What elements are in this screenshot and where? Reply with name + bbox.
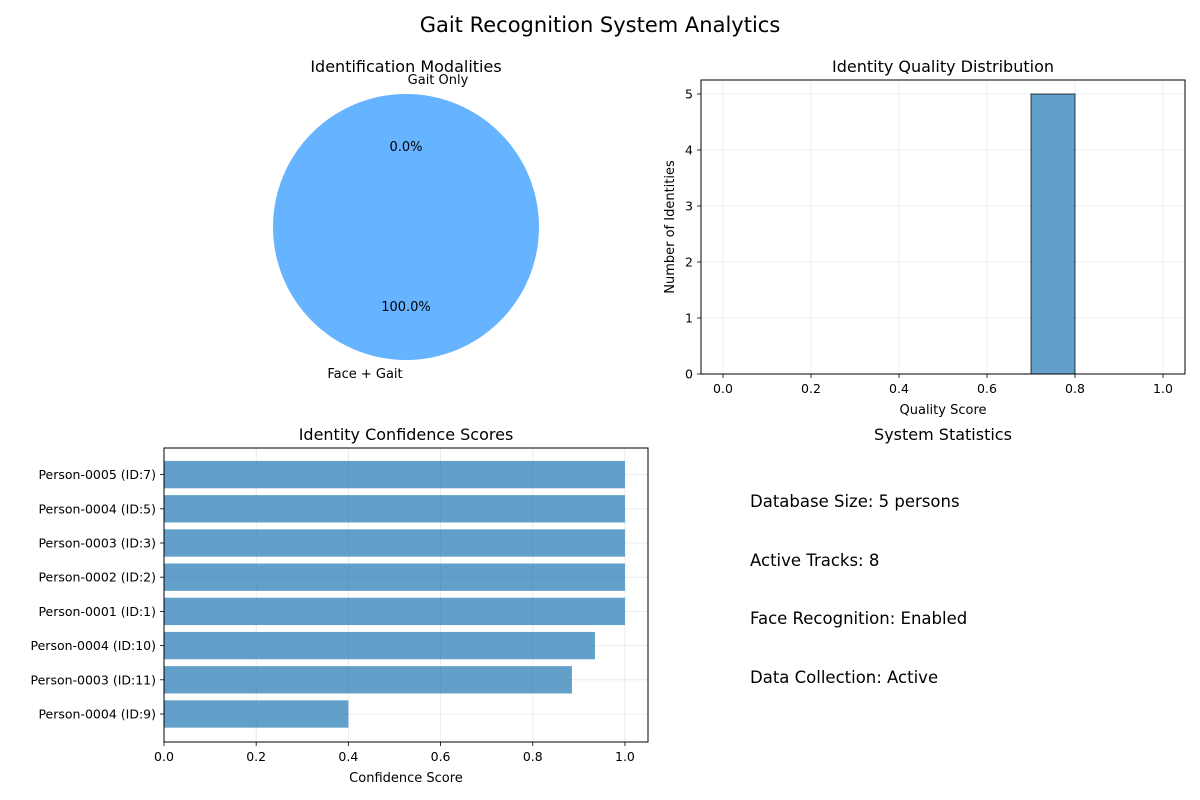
confidence-bar	[164, 631, 595, 660]
confidence-frame	[163, 447, 649, 743]
confidence-bar	[164, 700, 349, 728]
histogram-xtick-label: 1.0	[1153, 381, 1173, 396]
confidence-ticks: 0.0 0.2 0.4 0.6 0.8 1.0 Person-0005 (ID:7) Pers…	[31, 467, 635, 764]
confidence-category-label: Person-0002 (ID:2)	[38, 570, 156, 585]
stat-face-recognition: Face Recognition: Enabled	[750, 609, 967, 628]
histogram-xtick-label: 0.2	[801, 381, 821, 396]
confidence-xlabel: Confidence Score	[349, 771, 463, 786]
confidence-chart-title: Identity Confidence Scores	[299, 425, 514, 444]
histogram-ytick-label: 5	[685, 87, 693, 102]
histogram-panel: Identity Quality Distribution 0.0 0.2 0.4 0…	[663, 57, 1186, 418]
histogram-ticks: 0.0 0.2 0.4 0.6 0.8 1.0 0 1 2 3 4 5	[685, 87, 1173, 397]
confidence-xtick-label: 1.0	[615, 749, 635, 764]
histogram-xtick-label: 0.0	[713, 381, 733, 396]
histogram-bar	[1030, 93, 1076, 375]
confidence-bar	[164, 495, 625, 523]
histogram-title: Identity Quality Distribution	[832, 57, 1054, 76]
histogram-frame	[700, 79, 1186, 375]
confidence-bar-panel: Identity Confidence Scores 0.0 0.2 0.4 0.6 0…	[31, 425, 649, 786]
pie-label-face-gait: Face + Gait	[327, 367, 402, 382]
histogram-ytick-label: 4	[685, 143, 693, 158]
pie-slices	[273, 94, 539, 360]
confidence-bar	[164, 529, 625, 557]
confidence-xtick-label: 0.2	[246, 749, 266, 764]
histogram-xtick-label: 0.8	[1065, 381, 1085, 396]
histogram-grid	[701, 80, 1185, 375]
confidence-xtick-label: 0.4	[338, 749, 358, 764]
pie-label-gait-only: Gait Only	[408, 73, 469, 88]
confidence-bars	[164, 460, 625, 728]
confidence-bar	[164, 460, 625, 489]
histogram-xtick-label: 0.4	[889, 381, 909, 396]
confidence-category-label: Person-0004 (ID:5)	[38, 501, 156, 516]
confidence-bar	[164, 563, 625, 591]
confidence-category-label: Person-0004 (ID:9)	[38, 707, 156, 722]
pie-chart-title: Identification Modalities	[310, 57, 501, 76]
stat-data-collection: Data Collection: Active	[750, 668, 938, 687]
confidence-xtick-label: 0.0	[154, 749, 174, 764]
histogram-ytick-label: 3	[685, 199, 693, 214]
confidence-category-label: Person-0003 (ID:11)	[31, 672, 156, 687]
system-statistics-panel: System Statistics Database Size: 5 perso…	[750, 425, 1012, 687]
confidence-xtick-label: 0.8	[523, 749, 543, 764]
histogram-ylabel: Number of Identities	[663, 160, 678, 294]
confidence-category-label: Person-0005 (ID:7)	[38, 467, 156, 482]
confidence-grid	[163, 448, 648, 742]
histogram-xtick-label: 0.6	[977, 381, 997, 396]
confidence-category-label: Person-0001 (ID:1)	[38, 604, 156, 619]
confidence-xtick-label: 0.6	[431, 749, 451, 764]
pie-pct-face-gait: 100.0%	[381, 300, 431, 315]
stat-active-tracks: Active Tracks: 8	[750, 551, 879, 570]
system-statistics-title: System Statistics	[874, 425, 1012, 444]
confidence-bar	[164, 597, 625, 626]
histogram-bars	[1030, 93, 1076, 375]
pie-pct-gait-only: 0.0%	[389, 140, 422, 155]
stat-database-size: Database Size: 5 persons	[750, 492, 960, 511]
pie-chart-panel: Identification Modalities Gait Only 0.0%…	[273, 57, 539, 382]
figure-title: Gait Recognition System Analytics	[420, 13, 781, 37]
histogram-ytick-label: 0	[685, 367, 693, 382]
histogram-ytick-label: 1	[685, 311, 693, 326]
histogram-ytick-label: 2	[685, 255, 693, 270]
confidence-category-label: Person-0004 (ID:10)	[31, 638, 156, 653]
pie-slice-face-gait	[273, 94, 539, 360]
confidence-bar	[164, 666, 572, 694]
histogram-xlabel: Quality Score	[900, 403, 987, 418]
confidence-category-label: Person-0003 (ID:3)	[38, 536, 156, 551]
